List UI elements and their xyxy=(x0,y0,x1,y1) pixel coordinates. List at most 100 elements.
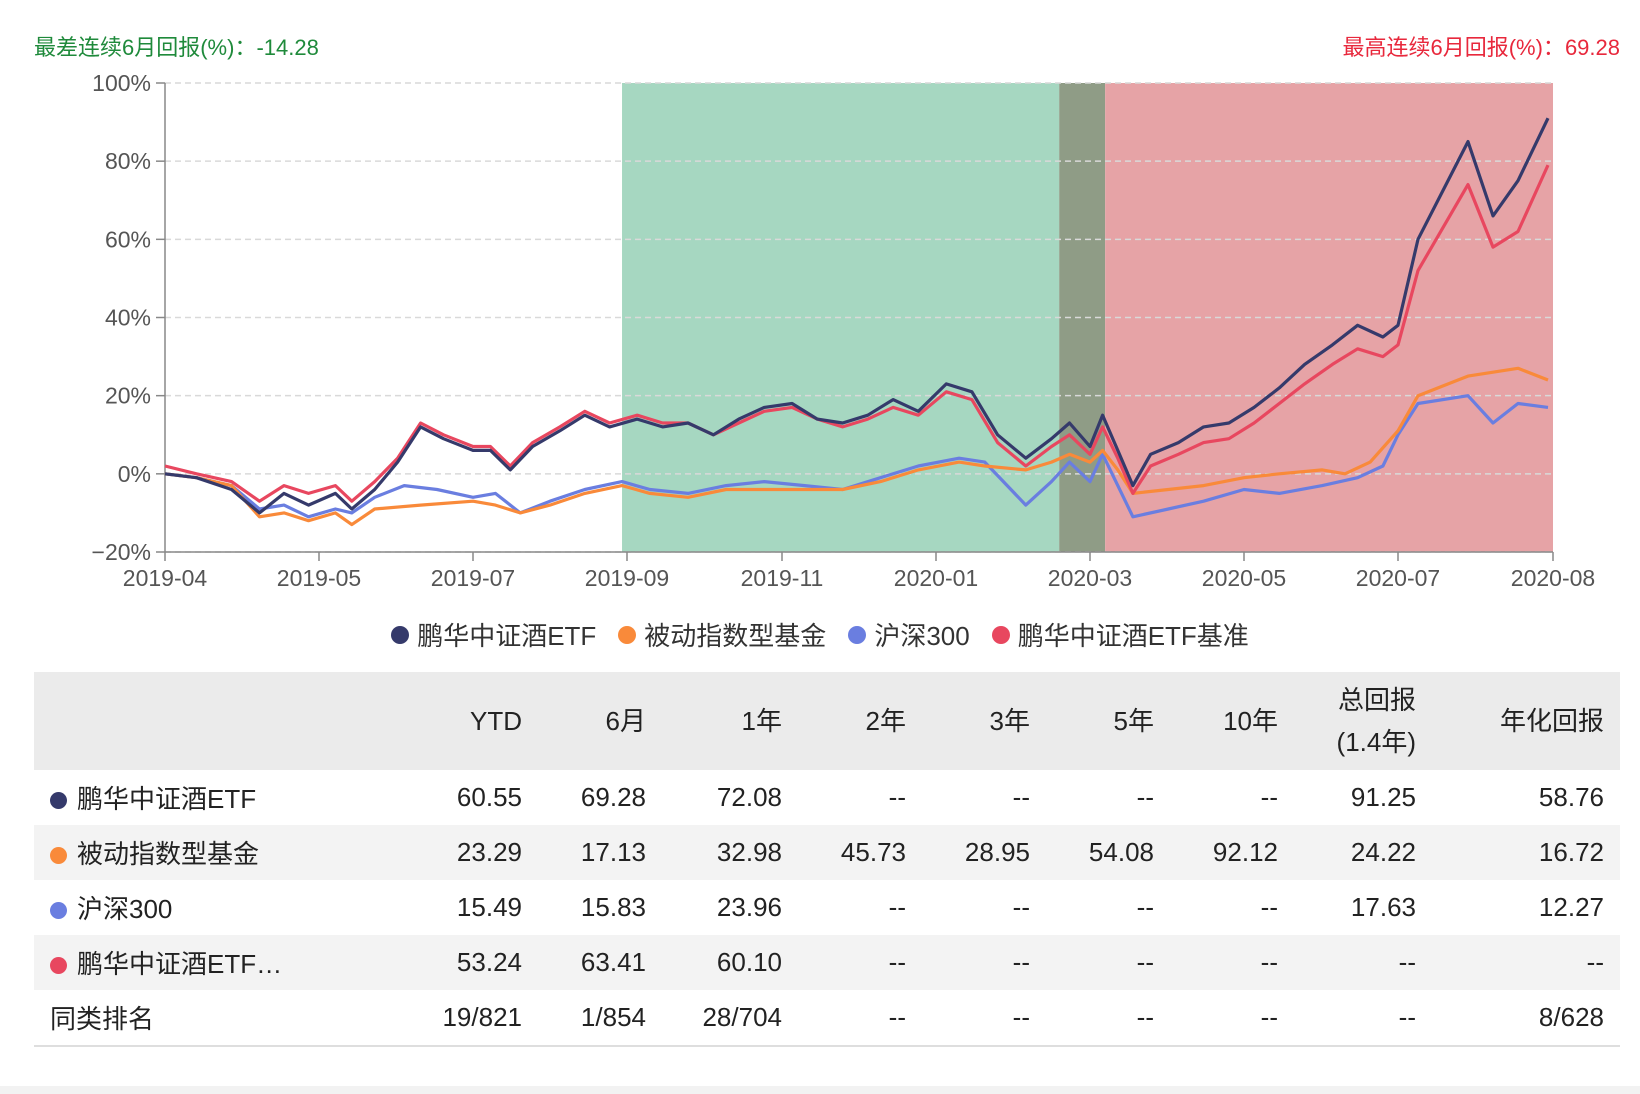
cell: -- xyxy=(1012,782,1030,812)
x-tick-label: 2020-08 xyxy=(1511,565,1595,591)
cell: 28/704 xyxy=(662,990,798,1047)
cell: 63.41 xyxy=(538,935,662,990)
table-row: 被动指数型基金 23.29 17.13 32.98 45.73 28.95 54… xyxy=(34,825,1620,880)
series-line-0 xyxy=(164,117,1550,515)
row-name: 被动指数型基金 xyxy=(34,825,414,880)
row-name: 鹏华中证酒ETF… xyxy=(34,935,414,990)
x-tick-label: 2020-03 xyxy=(1048,565,1132,591)
best-6m-label: 最高连续6月回报(%)： xyxy=(1342,35,1565,60)
cell: -- xyxy=(1136,892,1154,922)
cell: 19/821 xyxy=(414,990,538,1047)
cell: 54.08 xyxy=(1046,825,1170,880)
legend-dot xyxy=(991,625,1010,644)
cell: 92.12 xyxy=(1170,825,1294,880)
table-row-ranking: 同类排名 19/821 1/854 28/704 -- -- -- -- -- … xyxy=(34,990,1620,1047)
cell: 17.13 xyxy=(538,825,662,880)
cell: -- xyxy=(1170,935,1294,990)
cell: -- xyxy=(1046,990,1170,1047)
chart-legend: 鹏华中证酒ETF 被动指数型基金 沪深300 鹏华中证酒ETF基准 xyxy=(0,616,1640,653)
legend-item-benchmark[interactable]: 鹏华中证酒ETF基准 xyxy=(991,616,1249,653)
legend-item-fund[interactable]: 鹏华中证酒ETF xyxy=(391,616,596,653)
legend-item-passive-index[interactable]: 被动指数型基金 xyxy=(618,616,826,653)
cell: 91.25 xyxy=(1350,782,1416,812)
y-tick-label: 20% xyxy=(105,383,151,409)
cell: 69.28 xyxy=(580,782,646,812)
cell: 17.63 xyxy=(1350,892,1416,922)
table-row: 鹏华中证酒ETF 60.55 69.28 72.08 -- -- -- -- 9… xyxy=(34,770,1620,825)
legend-label: 鹏华中证酒ETF基准 xyxy=(1017,621,1249,651)
row-dot xyxy=(50,902,67,919)
cell: 32.98 xyxy=(662,825,798,880)
header-6m: 6月 xyxy=(538,672,662,770)
cell: -- xyxy=(922,990,1046,1047)
cell: -- xyxy=(1170,990,1294,1047)
header-3y: 3年 xyxy=(922,672,1046,770)
header-total-return: 总回报 (1.4年) xyxy=(1294,672,1432,770)
header-ytd: YTD xyxy=(414,672,538,770)
cell: 24.22 xyxy=(1294,825,1432,880)
y-tick-label: 0% xyxy=(118,461,151,487)
bottom-divider xyxy=(0,1086,1640,1094)
cell: -- xyxy=(1260,782,1278,812)
x-tick-label: 2019-11 xyxy=(741,565,824,591)
x-tick-label: 2020-05 xyxy=(1202,565,1286,591)
series-line-1 xyxy=(164,366,1549,527)
row-name: 沪深300 xyxy=(34,880,414,935)
table-row: 鹏华中证酒ETF… 53.24 63.41 60.10 -- -- -- -- … xyxy=(34,935,1620,990)
x-tick-label: 2020-07 xyxy=(1356,565,1440,591)
return-line-chart: 100% 80% 60% 40% 20% 0% −20%2019-04 2019-05 2019… xyxy=(92,70,1596,591)
cell: 23.29 xyxy=(414,825,538,880)
cell: 1/854 xyxy=(538,990,662,1047)
best-6m-return: 最高连续6月回报(%)：69.28 xyxy=(1342,30,1620,62)
legend-label: 沪深300 xyxy=(874,621,970,651)
header-total-return-line1: 总回报 xyxy=(1337,685,1416,715)
row-label: 鹏华中证酒ETF xyxy=(77,784,257,814)
y-tick-label: 60% xyxy=(105,226,151,252)
x-tick-label: 2019-07 xyxy=(431,565,515,591)
x-tick-label: 2020-01 xyxy=(894,565,978,591)
legend-item-csi300[interactable]: 沪深300 xyxy=(848,616,970,653)
cell: -- xyxy=(1294,990,1432,1047)
worst-6m-return: 最差连续6月回报(%)：-14.28 xyxy=(34,30,319,62)
row-label: 被动指数型基金 xyxy=(77,839,260,869)
series-line-3 xyxy=(164,164,1550,503)
chart-axes: 100% 80% 60% 40% 20% 0% −20%2019-04 2019-05 2019… xyxy=(92,70,1596,591)
header-10y: 10年 xyxy=(1170,672,1294,770)
cell: 12.27 xyxy=(1538,892,1604,922)
legend-dot xyxy=(391,625,410,644)
table-header-row: YTD 6月 1年 2年 3年 5年 10年 总回报 (1.4年) 年化回报 xyxy=(34,672,1620,770)
cell: 15.83 xyxy=(580,892,646,922)
cell: -- xyxy=(1432,935,1620,990)
cell: -- xyxy=(1294,935,1432,990)
worst-6m-value: -14.28 xyxy=(256,35,319,60)
table-row: 沪深300 15.49 15.83 23.96 -- -- -- -- 17.6… xyxy=(34,880,1620,935)
chart-series xyxy=(164,117,1550,527)
best-6m-value: 69.28 xyxy=(1564,35,1620,60)
row-label: 鹏华中证酒ETF… xyxy=(77,949,283,979)
cell: 45.73 xyxy=(798,825,922,880)
row-name: 鹏华中证酒ETF xyxy=(34,770,414,825)
row-label: 同类排名 xyxy=(50,1004,155,1034)
row-label: 沪深300 xyxy=(77,894,173,924)
cell: 15.49 xyxy=(456,892,522,922)
cell: -- xyxy=(1012,892,1030,922)
header-2y: 2年 xyxy=(798,672,922,770)
row-dot xyxy=(50,792,67,809)
y-tick-label: −20% xyxy=(92,539,151,565)
legend-label: 被动指数型基金 xyxy=(644,621,827,651)
x-tick-label: 2019-05 xyxy=(277,565,361,591)
cell: 58.76 xyxy=(1538,782,1604,812)
cell: 23.96 xyxy=(716,892,782,922)
series-line-2 xyxy=(164,394,1549,519)
y-tick-label: 80% xyxy=(105,148,151,174)
cell: -- xyxy=(798,935,922,990)
legend-label: 鹏华中证酒ETF xyxy=(417,621,597,651)
cell: 16.72 xyxy=(1432,825,1620,880)
legend-dot xyxy=(848,625,867,644)
returns-table: YTD 6月 1年 2年 3年 5年 10年 总回报 (1.4年) 年化回报 鹏… xyxy=(34,672,1620,1047)
cell: 72.08 xyxy=(716,782,782,812)
cell: -- xyxy=(888,892,906,922)
row-dot xyxy=(50,957,67,974)
row-name: 同类排名 xyxy=(34,990,414,1047)
legend-dot xyxy=(618,625,637,644)
